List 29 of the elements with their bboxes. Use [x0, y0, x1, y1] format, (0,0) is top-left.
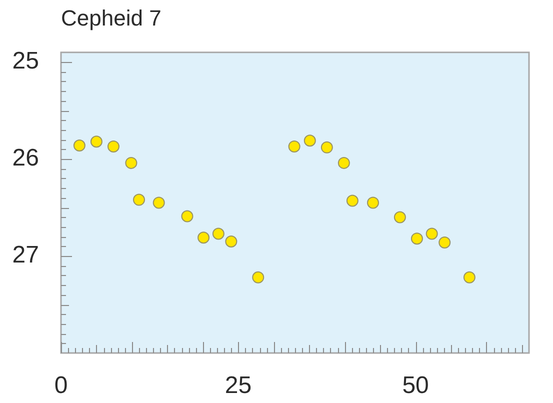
y-tick-label: 25 [12, 48, 39, 75]
point [304, 134, 316, 147]
point [125, 156, 138, 169]
x-tick-label: 0 [54, 372, 68, 400]
x-tick-label: 50 [402, 372, 429, 400]
y-tick-label: 27 [12, 242, 39, 269]
point [410, 232, 423, 245]
point [320, 141, 333, 154]
point [346, 194, 358, 207]
y-tick-label: 26 [12, 144, 39, 172]
point [394, 211, 406, 224]
point [198, 232, 210, 244]
point [338, 156, 350, 169]
point [225, 235, 238, 248]
point [73, 139, 86, 152]
x-tick-label: 25 [224, 372, 252, 400]
point [212, 228, 224, 240]
chart-title: Cepheid 7 [61, 5, 162, 30]
point [133, 194, 145, 206]
point [438, 236, 451, 248]
point [463, 271, 476, 284]
point [367, 196, 379, 209]
point [107, 140, 120, 152]
point [90, 136, 102, 148]
point [426, 228, 438, 240]
point [288, 140, 300, 152]
point [181, 210, 194, 222]
point [152, 196, 165, 209]
point [252, 271, 264, 284]
